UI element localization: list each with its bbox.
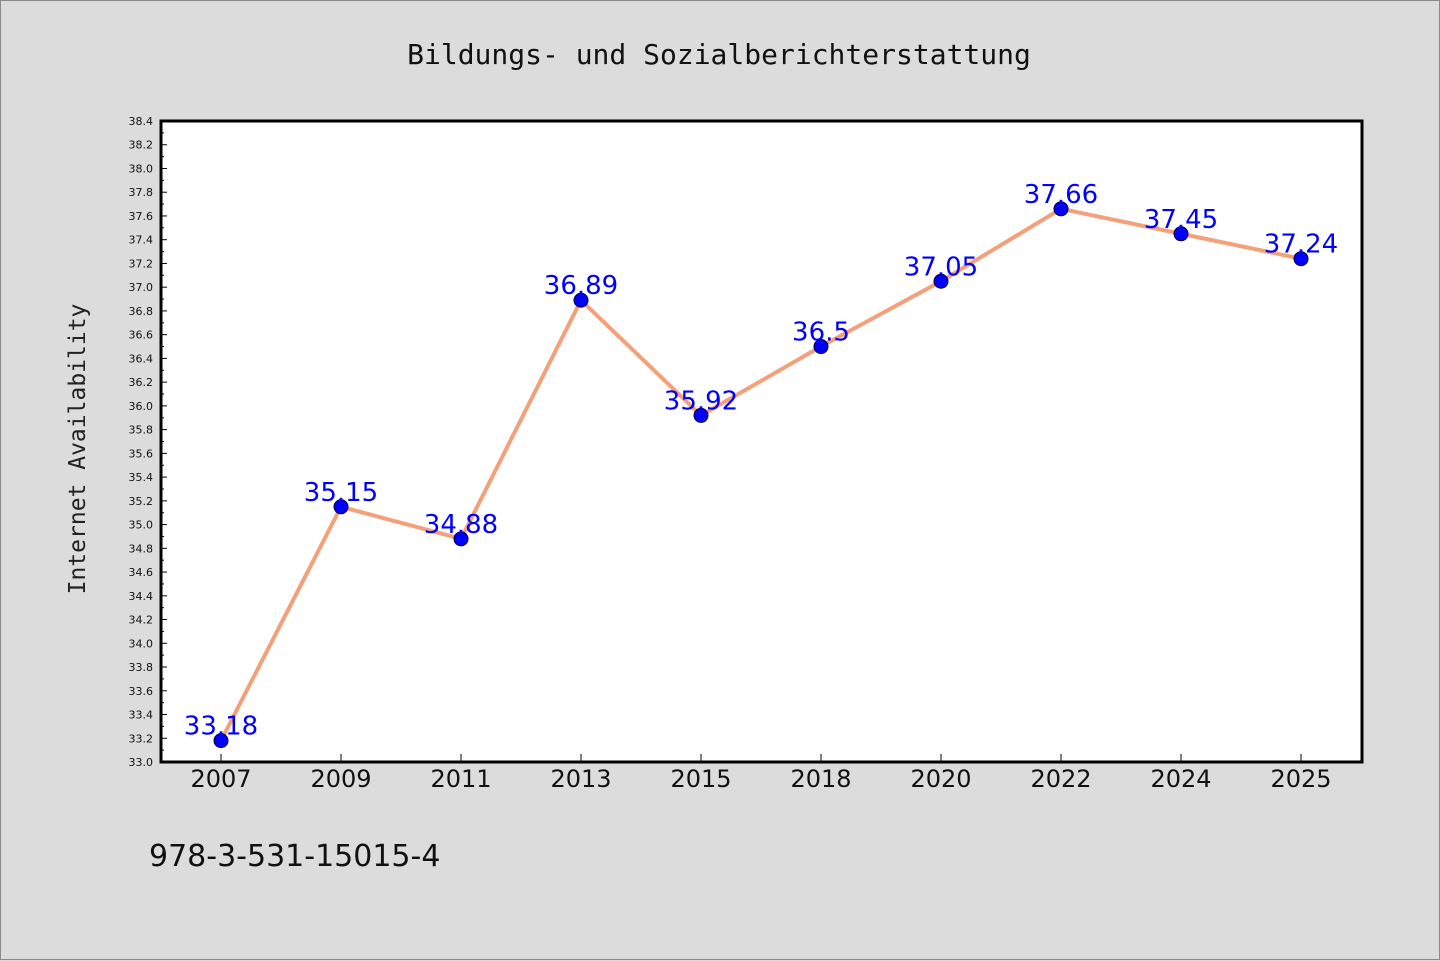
data-point-marker [693,407,709,423]
y-axis-label: Internet Availability [65,304,91,595]
y-tick-label: 34.8 [129,542,154,555]
y-tick-label: 35.8 [129,424,154,437]
y-tick-label: 36.2 [129,376,154,389]
y-tick-label: 35.2 [129,495,154,508]
data-point-marker [573,292,589,308]
y-tick-label: 37.4 [129,234,154,247]
x-axis: 2007 2009 2011 2013 2015 2018 2020 2022 2024 2025 [190,754,1332,793]
y-tick-label: 37.6 [129,210,154,223]
isbn-code: 978-3-531-15015-4 [149,839,440,874]
y-tick-label: 35.0 [129,519,154,532]
y-tick-label: 34.0 [129,637,154,650]
x-tick-label: 2020 [910,765,971,793]
x-tick-label: 2007 [190,765,251,793]
data-point-marker [933,273,949,289]
y-tick-label: 36.0 [129,400,154,413]
y-tick-label: 33.6 [129,685,154,698]
y-axis: 33.0 33.2 33.4 33.6 33.8 34.0 34.2 34.4 34.6 34.8… [129,115,167,769]
data-label: 37.45 [1144,205,1218,235]
y-tick-label: 33.2 [129,732,154,745]
data-point-marker [333,499,349,515]
y-tick-label: 35.4 [129,471,154,484]
data-label: 36.5 [792,318,850,348]
data-point-marker [213,733,229,749]
data-label: 33.18 [184,712,258,742]
x-tick-label: 2011 [430,765,491,793]
y-tick-label: 36.8 [129,305,154,318]
data-point-marker [1293,251,1309,267]
data-label: 37.05 [904,252,978,282]
data-label: 34.88 [424,510,498,540]
data-point-marker [1053,201,1069,217]
x-tick-label: 2018 [790,765,851,793]
y-tick-label: 37.0 [129,281,154,294]
data-point-marker [813,339,829,355]
x-tick-label: 2024 [1150,765,1211,793]
data-label: 37.66 [1024,180,1098,210]
y-tick-label: 34.4 [129,590,154,603]
y-tick-label: 38.4 [129,115,154,128]
y-tick-label: 37.8 [129,186,154,199]
data-point-marker [1173,226,1189,242]
x-tick-label: 2025 [1270,765,1331,793]
y-tick-label: 34.2 [129,614,154,627]
data-point-marker [453,531,469,547]
x-tick-label: 2022 [1030,765,1091,793]
y-tick-label: 36.6 [129,329,154,342]
data-label: 35.92 [664,386,738,416]
y-tick-label: 38.2 [129,139,154,152]
x-tick-label: 2015 [670,765,731,793]
y-tick-label: 33.8 [129,661,154,674]
y-tick-label: 38.0 [129,162,154,175]
data-label: 37.24 [1264,230,1338,260]
x-tick-label: 2009 [310,765,371,793]
y-tick-label: 36.4 [129,352,154,365]
chart-title: Bildungs- und Sozialberichterstattung [407,38,1031,71]
data-series [213,201,1309,749]
data-label: 35.15 [304,478,378,508]
data-labels: 33.18 35.15 34.88 36.89 35.92 36.5 37.05 37.66 3… [184,180,1338,742]
data-label: 36.89 [544,271,618,301]
y-tick-label: 33.4 [129,709,154,722]
y-tick-label: 35.6 [129,447,154,460]
series-line [219,206,1302,742]
x-tick-label: 2013 [550,765,611,793]
y-tick-label: 34.6 [129,566,154,579]
y-tick-label: 37.2 [129,257,154,270]
y-tick-label: 33.0 [129,756,154,769]
